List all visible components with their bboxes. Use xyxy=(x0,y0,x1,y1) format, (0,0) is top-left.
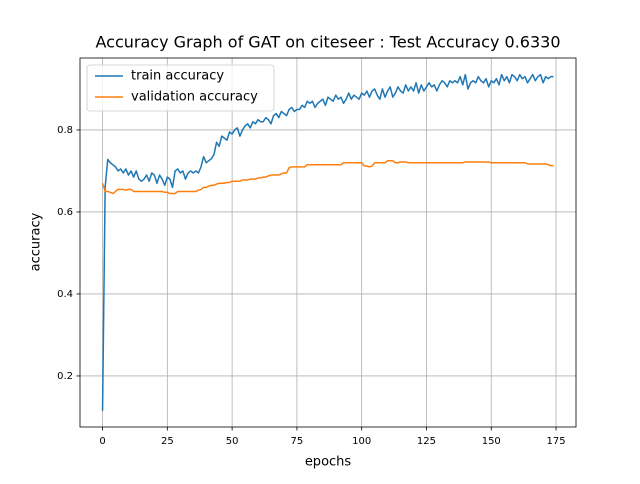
line-series xyxy=(101,159,554,195)
x-tick-label: 175 xyxy=(546,436,565,447)
y-tick-label: 0.4 xyxy=(57,289,73,300)
chart-title: Accuracy Graph of GAT on citeseer : Test… xyxy=(95,33,560,52)
y-tick-label: 0.8 xyxy=(57,125,73,136)
x-tick-label: 100 xyxy=(352,436,371,447)
x-tick-label: 75 xyxy=(291,436,304,447)
legend-label: train accuracy xyxy=(131,69,224,84)
x-tick-label: 0 xyxy=(99,436,105,447)
legend-label: validation accuracy xyxy=(131,90,258,105)
plot-frame xyxy=(79,57,577,428)
x-tick-label: 50 xyxy=(226,436,239,447)
x-tick-label: 150 xyxy=(482,436,501,447)
legend-box xyxy=(86,64,275,112)
y-tick-label: 0.2 xyxy=(57,371,73,382)
y-axis-label: accuracy xyxy=(29,212,44,271)
line-series xyxy=(101,73,554,411)
y-tick-label: 0.6 xyxy=(57,207,73,218)
x-tick-label: 25 xyxy=(161,436,174,447)
x-tick-label: 125 xyxy=(417,436,436,447)
x-axis-label: epochs xyxy=(305,455,352,470)
